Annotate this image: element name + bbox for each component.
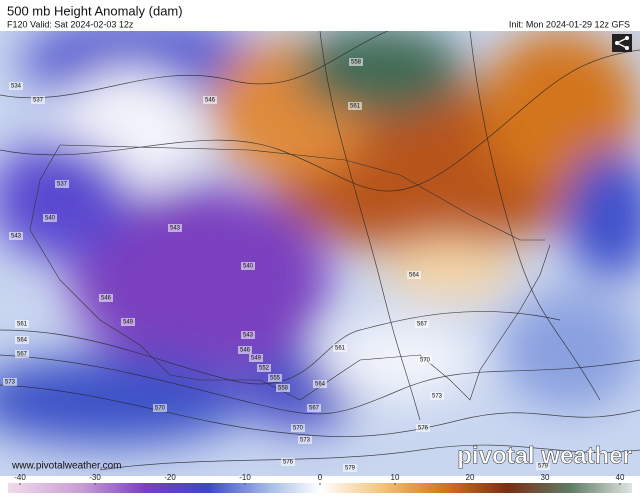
contour-label: 558 <box>278 386 289 392</box>
watermark: pivotal weather <box>457 442 632 469</box>
colorbar-tick-label: -40 <box>14 473 26 482</box>
contour-label-bg <box>418 356 432 364</box>
contour-label-bg <box>307 404 321 412</box>
contour-label-bg <box>291 424 305 432</box>
contour-label: 546 <box>205 98 216 104</box>
contour-label-bg <box>168 224 182 232</box>
colorbar-tick-label: 30 <box>541 473 550 482</box>
contour-label-bg <box>153 404 167 412</box>
contour-label: 546 <box>101 296 112 302</box>
contour-label: 570 <box>155 406 166 412</box>
contour-label: 546 <box>240 348 251 354</box>
contour-label-bg <box>407 271 421 279</box>
contour-label-bg <box>333 344 347 352</box>
contour-label-bg <box>257 364 271 372</box>
contour-label: 549 <box>123 320 134 326</box>
contour-label-bg <box>238 346 252 354</box>
contour-label: 573 <box>300 438 311 444</box>
contour-label-bg <box>55 180 69 188</box>
share-button[interactable] <box>612 34 632 52</box>
contour-label: 561 <box>335 346 346 352</box>
contour-label-bg <box>416 424 430 432</box>
colorbar <box>8 483 632 493</box>
valid-time: F120 Valid: Sat 2024-02-03 12z <box>7 19 134 29</box>
contour-label: 579 <box>538 464 549 470</box>
title: 500 mb Height Anomaly (dam) <box>7 3 183 18</box>
colorbar-tick-label: 0 <box>318 473 323 482</box>
contour-label: 543 <box>11 234 22 240</box>
contour-label: 567 <box>17 352 28 358</box>
contour-label: 540 <box>243 264 254 270</box>
contour-label: 540 <box>45 216 56 222</box>
contour-label: 558 <box>351 60 362 66</box>
contour-label: 570 <box>420 358 431 364</box>
contour-label: 576 <box>418 426 429 432</box>
contour-label: 564 <box>409 273 420 279</box>
contour-label-bg <box>241 331 255 339</box>
contour-label: 534 <box>11 84 22 90</box>
contour-label-bg <box>298 436 312 444</box>
contour-label-bg <box>121 318 135 326</box>
contour-label-bg <box>536 462 550 470</box>
contour-label-bg <box>15 350 29 358</box>
contour-label: 555 <box>270 376 281 382</box>
contour-label-bg <box>241 262 255 270</box>
contour-label: 564 <box>17 338 28 344</box>
colorbar-tick-label: 40 <box>616 473 625 482</box>
contour-label-bg <box>3 378 17 386</box>
contour-label-bg <box>9 82 23 90</box>
contour-label: 564 <box>315 382 326 388</box>
contour-label-bg <box>203 96 217 104</box>
colorbar-tick-label: -10 <box>239 473 251 482</box>
contour-label: 561 <box>17 322 28 328</box>
contour-label: 570 <box>293 426 304 432</box>
contour-label-bg <box>15 336 29 344</box>
contour-label-bg <box>343 464 357 472</box>
contour-label-bg <box>276 384 290 392</box>
contour-label: 573 <box>5 380 16 386</box>
contour-label-bg <box>313 380 327 388</box>
colorbar-tick-label: 10 <box>391 473 400 482</box>
website: www.pivotalweather.com <box>11 461 122 472</box>
contour-label: 576 <box>283 460 294 466</box>
contour-label-bg <box>15 320 29 328</box>
contour-label: 567 <box>309 406 320 412</box>
contour-label: 561 <box>350 104 361 110</box>
contour-label-bg <box>9 232 23 240</box>
contour-label: 537 <box>57 182 68 188</box>
contour-label: 552 <box>259 366 270 372</box>
contour-label: 573 <box>432 394 443 400</box>
contour-label: 549 <box>251 356 262 362</box>
contour-label: 543 <box>170 226 181 232</box>
contour-label-bg <box>31 96 45 104</box>
contour-label-bg <box>430 392 444 400</box>
contour-label-bg <box>281 458 295 466</box>
contour-label-bg <box>249 354 263 362</box>
contour-label-bg <box>43 214 57 222</box>
contour-label-bg <box>415 320 429 328</box>
colorbar-tick-label: -30 <box>89 473 101 482</box>
contour-label-bg <box>348 102 362 110</box>
contour-label-bg <box>349 58 363 66</box>
colorbar-tick-label: -20 <box>164 473 176 482</box>
init-time: Init: Mon 2024-01-29 12z GFS <box>509 19 630 29</box>
contour-label: 543 <box>243 333 254 339</box>
colorbar-tick-label: 20 <box>466 473 475 482</box>
contour-label-bg <box>99 294 113 302</box>
contour-label: 567 <box>417 322 428 328</box>
contour-label: 579 <box>345 466 356 472</box>
contour-label: 537 <box>33 98 44 104</box>
contour-label-bg <box>268 374 282 382</box>
